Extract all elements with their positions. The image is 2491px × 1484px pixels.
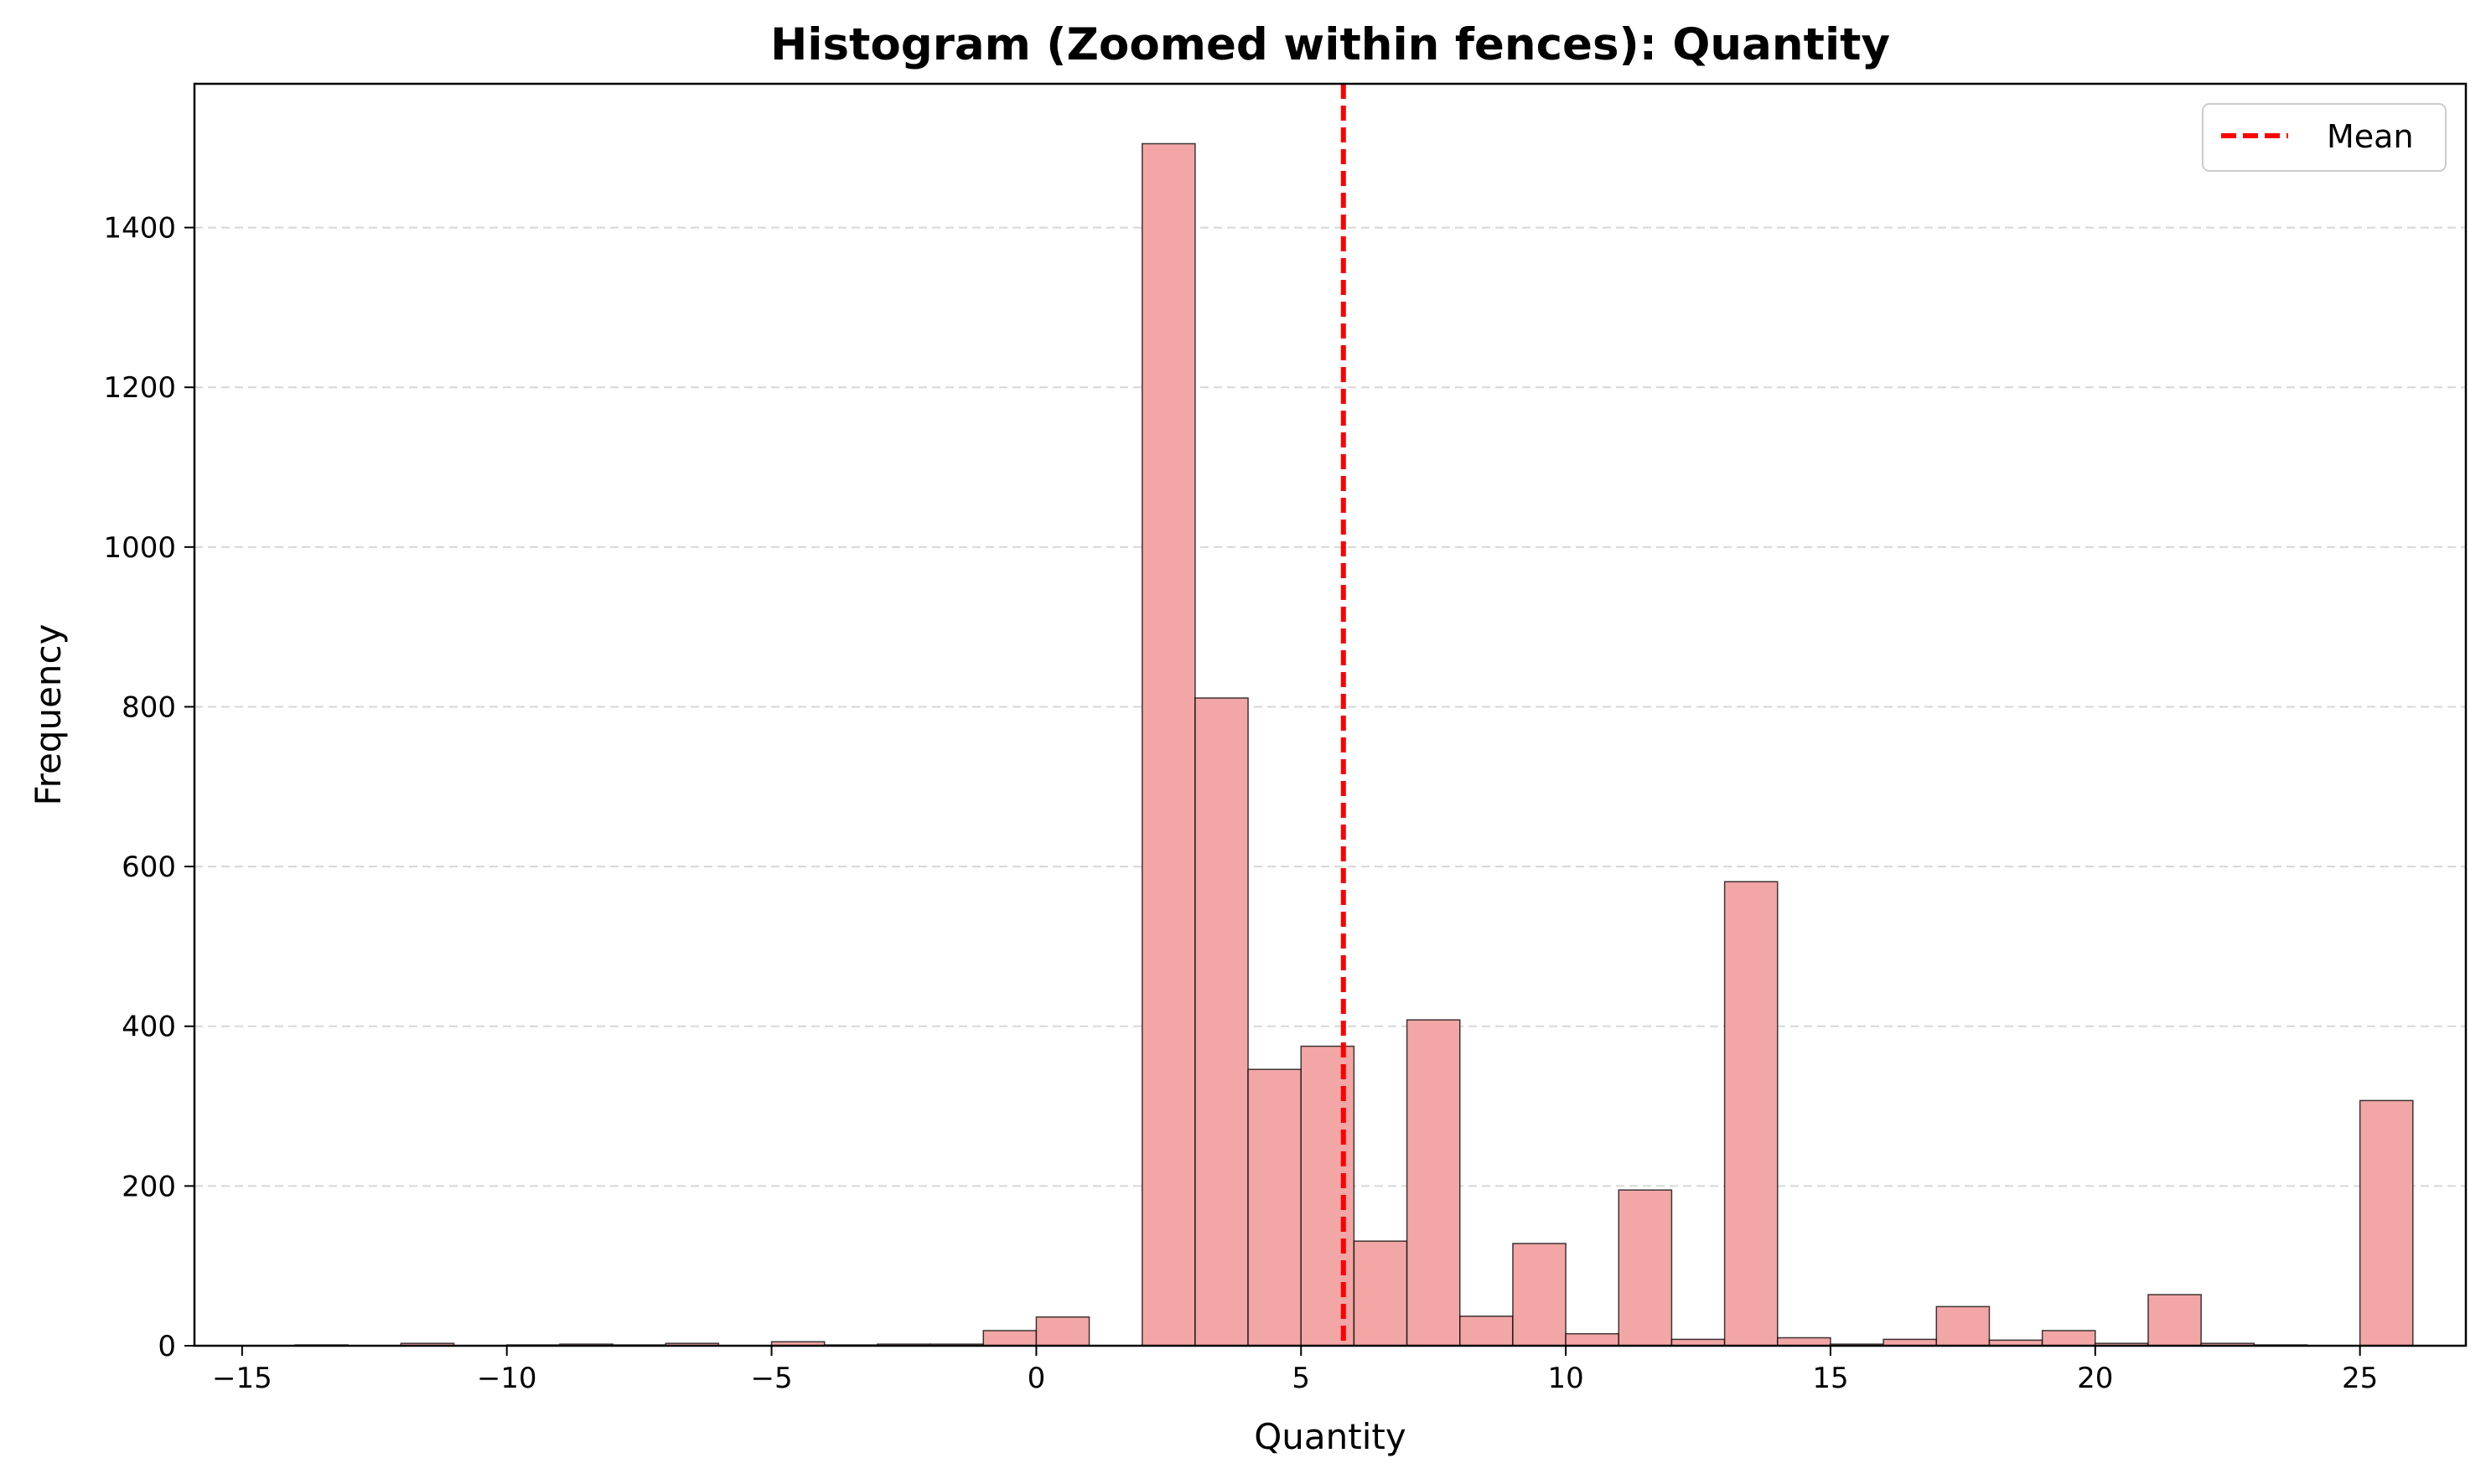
y-tick-label: 800 [122,690,176,724]
histogram-bar [1723,881,1779,1347]
histogram-bar [1194,697,1249,1347]
x-tick-label: 0 [1028,1362,1046,1395]
y-tick-label: 1000 [103,531,176,565]
y-tick-label: 600 [122,851,176,884]
y-tick-label: 0 [158,1330,176,1363]
y-tick-label: 1400 [103,212,176,246]
histogram-bar [1247,1068,1302,1347]
legend: Mean [2202,103,2447,172]
histogram-bar [982,1330,1038,1347]
histogram-bar [1777,1337,1831,1347]
histogram-bar [1618,1189,1673,1347]
x-axis-label: Quantity [1254,1416,1406,1457]
histogram-bar [1406,1019,1461,1347]
histogram-bar [1353,1240,1408,1347]
histogram-bar [1300,1045,1355,1347]
histogram-bar [1141,142,1196,1347]
x-axis-ticks: −15 −10 −5 0 5 10 15 20 25 [212,1346,2378,1395]
x-tick-label: 5 [1292,1362,1310,1395]
x-tick-label: −10 [477,1362,537,1395]
histogram-bar [1565,1332,1620,1347]
x-tick-label: 10 [1547,1362,1583,1395]
x-tick-label: 15 [1812,1362,1848,1395]
x-tick-label: 25 [2342,1362,2378,1395]
histogram-bar [2147,1294,2202,1347]
histogram-bar [2041,1330,2096,1347]
histogram-bar [1512,1243,1567,1347]
y-axis-label: Frequency [28,624,69,806]
legend-mean-label: Mean [2327,118,2414,155]
chart-title: Histogram (Zoomed within fences): Quanti… [770,19,1890,70]
legend-box [2202,103,2447,172]
y-axis-ticks: 0 200 400 600 800 1000 1200 1400 [103,212,194,1363]
histogram-bar [1935,1306,1991,1347]
histogram-bar [1459,1315,1514,1347]
plot-frame [193,82,2468,1347]
x-tick-label: −15 [212,1362,272,1395]
grid-lines [194,226,2466,1187]
x-tick-label: 20 [2077,1362,2113,1395]
y-tick-label: 400 [122,1011,176,1044]
y-tick-label: 200 [122,1170,176,1203]
y-tick-label: 1200 [103,371,176,405]
histogram-bar [1035,1316,1090,1347]
x-tick-label: −5 [750,1362,792,1395]
histogram-bar [2359,1099,2414,1347]
